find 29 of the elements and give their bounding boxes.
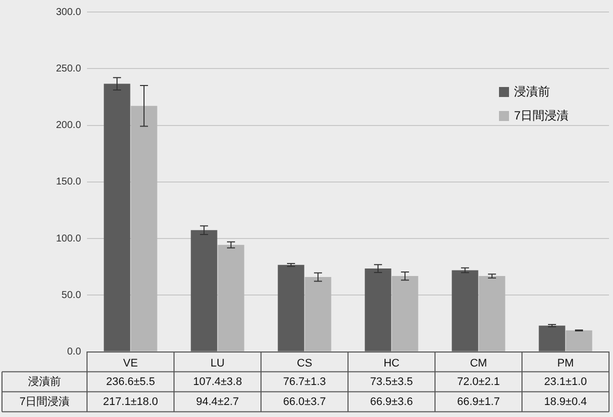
data-label: 72.0±2.1 — [457, 376, 500, 388]
data-label: 73.5±3.5 — [370, 376, 413, 388]
data-label: 217.1±18.0 — [103, 396, 158, 408]
x-tick-label: CS — [296, 357, 312, 370]
data-label: 107.4±3.8 — [193, 376, 242, 388]
data-label: 66.9±3.6 — [370, 396, 413, 408]
data-label: 76.7±1.3 — [283, 376, 326, 388]
legend-label: 7日間浸漬 — [514, 108, 569, 122]
y-tick-label: 50.0 — [62, 290, 82, 301]
x-tick-label: HC — [384, 357, 400, 370]
data-label: 66.9±1.7 — [457, 396, 500, 408]
data-label: 18.9±0.4 — [544, 396, 587, 408]
y-tick-label: 150.0 — [56, 176, 82, 188]
y-tick-label: 200.0 — [56, 120, 82, 132]
y-tick-label: 300.0 — [56, 6, 82, 18]
text: 浸漬前 — [28, 376, 62, 388]
x-tick-label: PM — [557, 357, 574, 370]
legend-label: 浸漬前 — [514, 84, 550, 98]
y-tick-label: 100.0 — [56, 233, 82, 244]
x-tick-label: VE — [123, 357, 138, 370]
data-label: 23.1±1.0 — [544, 376, 587, 388]
x-tick-label: CM — [470, 357, 488, 370]
x-tick-label: LU — [210, 357, 225, 370]
data-label: 236.6±5.5 — [106, 376, 155, 388]
y-tick-label: 0.0 — [67, 346, 82, 358]
y-tick-label: 250.0 — [56, 63, 82, 74]
data-label: 66.0±3.7 — [283, 396, 326, 408]
text: 7日間浸漬 — [19, 396, 70, 408]
data-label: 94.4±2.7 — [196, 396, 239, 408]
